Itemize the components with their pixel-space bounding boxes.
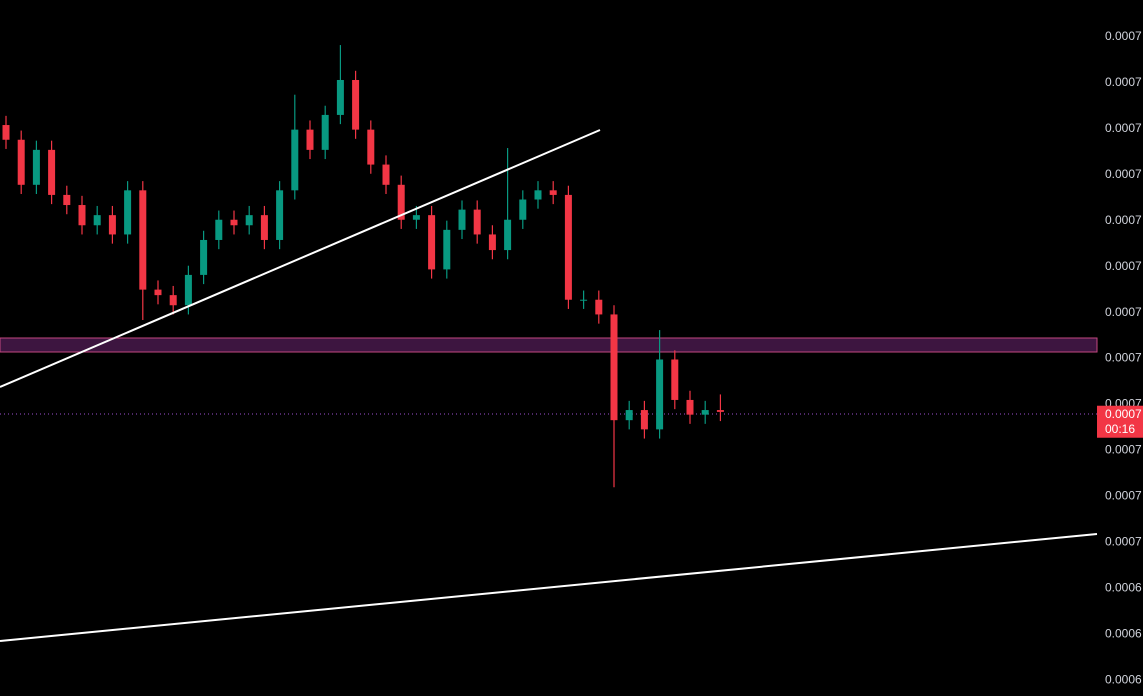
candle-body: [701, 410, 709, 415]
candle-body: [656, 359, 664, 430]
candle-body: [412, 215, 420, 220]
candle-body: [336, 79, 344, 115]
candle-body: [78, 205, 86, 226]
candle-body: [382, 164, 390, 185]
candle-body: [32, 149, 40, 185]
candle-body: [640, 410, 648, 430]
candle-body: [291, 129, 299, 191]
candle-body: [230, 219, 238, 226]
countdown: 00:16: [1105, 422, 1135, 436]
y-tick-label: 0.0007: [1105, 121, 1142, 135]
candle-body: [154, 289, 162, 296]
candle-body: [625, 410, 633, 421]
candle-body: [169, 295, 177, 306]
resistance-zone[interactable]: [0, 337, 1098, 353]
candle-body: [428, 215, 436, 270]
candle-body: [595, 299, 603, 315]
candle-body: [48, 149, 56, 195]
candle-body: [306, 129, 314, 150]
candle-body: [610, 314, 618, 421]
candle-body: [504, 219, 512, 251]
y-tick-label: 0.0006: [1105, 581, 1142, 595]
candle-body: [473, 209, 481, 235]
candle-body: [139, 190, 147, 290]
candle-body: [580, 299, 588, 301]
candle-body: [397, 184, 405, 220]
candle-body: [671, 359, 679, 400]
candle-body: [184, 274, 192, 306]
candle-body: [93, 215, 101, 226]
y-tick-label: 0.0007: [1105, 167, 1142, 181]
y-tick-label: 0.0007: [1105, 75, 1142, 89]
candle-body: [519, 199, 527, 220]
candle-body: [443, 229, 451, 270]
price-axis: 0.0007 0.0007 0.0007 0.0007 0.0007 0.0007 0.00…: [1097, 29, 1143, 687]
candle-body: [260, 215, 268, 240]
candle-body: [321, 114, 329, 150]
candle-body: [276, 190, 284, 240]
candle-body: [488, 234, 496, 251]
y-tick-label: 0.0007: [1105, 305, 1142, 319]
candle-body: [245, 215, 253, 226]
candle-body: [549, 190, 557, 195]
candle-body: [63, 194, 71, 206]
y-tick-label: 0.0007: [1105, 489, 1142, 503]
last-price-label: 0.0007: [1105, 407, 1142, 421]
candle-body: [124, 190, 132, 235]
trend-line[interactable]: [0, 129, 601, 388]
candle-body: [108, 215, 116, 235]
last-price-badge: [1097, 405, 1143, 438]
candle-body: [716, 410, 724, 412]
y-tick-label: 0.0007: [1105, 29, 1142, 43]
candle-body: [200, 239, 208, 275]
candle-body: [534, 190, 542, 200]
candle-body: [2, 125, 10, 140]
candle-body: [367, 129, 375, 165]
y-tick-label: 0.0007: [1105, 351, 1142, 365]
y-tick-label: 0.0007: [1105, 213, 1142, 227]
y-tick-label: 0.0007: [1105, 535, 1142, 549]
candle-body: [215, 219, 223, 240]
candle-body: [17, 139, 25, 185]
y-tick-label: 0.0007: [1105, 259, 1142, 273]
y-tick-label: 0.0006: [1105, 627, 1142, 641]
candle-body: [352, 79, 360, 130]
trend-line[interactable]: [0, 533, 1098, 642]
candle-body: [686, 399, 694, 415]
candles: [2, 45, 724, 488]
y-tick-label: 0.0006: [1105, 673, 1142, 687]
candle-body: [564, 194, 572, 300]
candle-body: [458, 209, 466, 230]
y-tick-label: 0.0007: [1105, 443, 1142, 457]
